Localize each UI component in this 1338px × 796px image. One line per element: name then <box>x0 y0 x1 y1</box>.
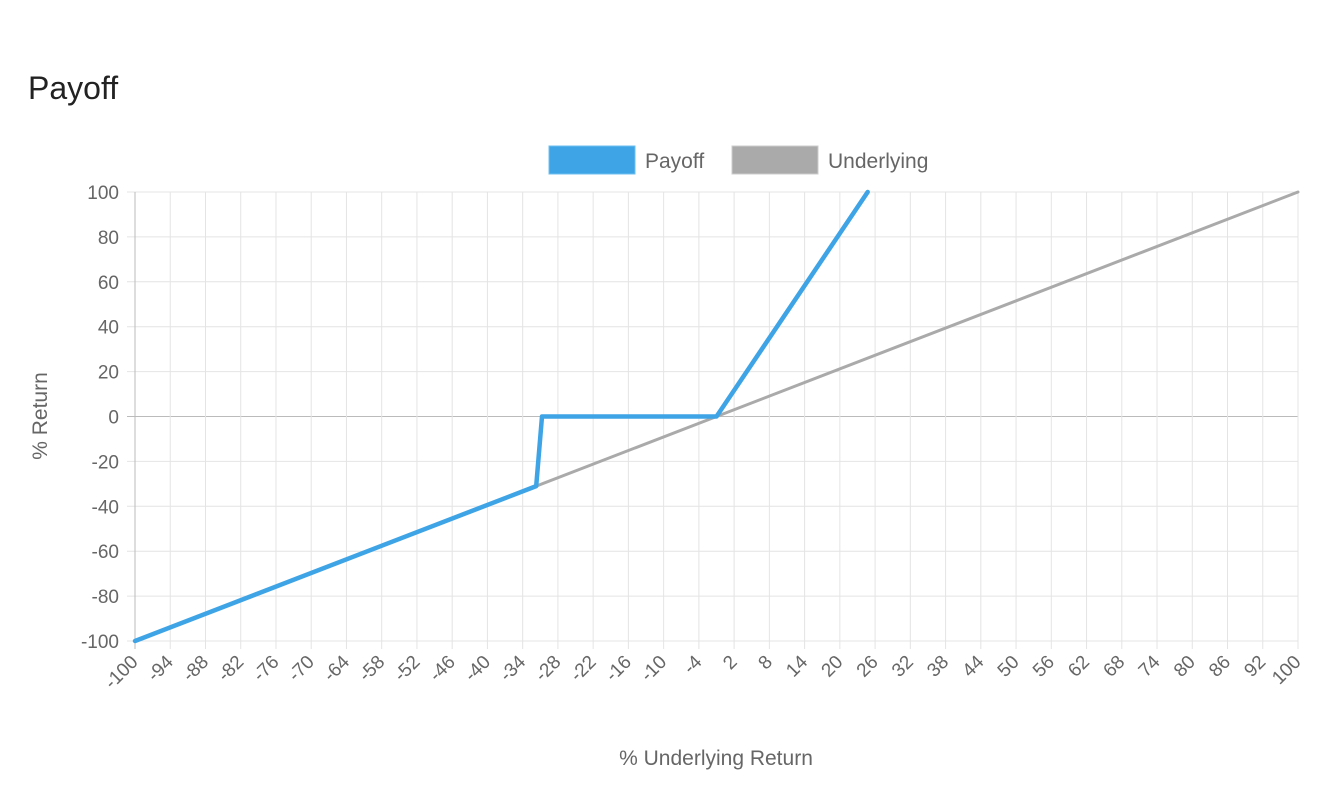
y-tick-label: -20 <box>92 452 119 473</box>
x-tick-label: -94 <box>144 651 179 686</box>
y-tick-label: 60 <box>98 273 119 294</box>
x-tick-label: -58 <box>355 652 389 686</box>
x-tick-label: 32 <box>888 652 918 682</box>
chart-series <box>132 189 1300 644</box>
x-tick-label: -16 <box>602 652 636 686</box>
x-tick-label: -10 <box>637 652 671 686</box>
payoff-chart: 100 80 60 40 20 0 -20 -40 -60 -80 -100 -100 -94 -88-… <box>0 130 1338 796</box>
y-tick-label: -80 <box>92 587 119 608</box>
x-tick-label: 62 <box>1064 652 1094 682</box>
x-tick-label: 38 <box>923 652 953 682</box>
legend-label-payoff: Payoff <box>645 150 704 173</box>
y-tick-label: 0 <box>108 408 119 429</box>
legend-swatch-payoff <box>548 145 636 175</box>
x-tick-label: 86 <box>1205 652 1235 682</box>
legend-label-underlying: Underlying <box>828 150 928 173</box>
x-tick-label: 74 <box>1135 651 1165 681</box>
x-tick-label: 26 <box>853 652 883 682</box>
chart-legend: Payoff Underlying <box>548 145 928 175</box>
x-tick-label: 56 <box>1029 652 1059 682</box>
x-tick-label: -76 <box>249 652 283 686</box>
x-tick-label: -88 <box>179 652 213 686</box>
x-tick-label: -46 <box>425 652 459 686</box>
y-tick-label: -60 <box>92 542 119 563</box>
y-axis-title: % Return <box>29 372 52 460</box>
page-title: Payoff <box>28 70 119 106</box>
y-tick-label: 100 <box>87 183 119 204</box>
x-tick-label: 80 <box>1170 652 1200 682</box>
x-tick-label: -22 <box>566 652 600 686</box>
x-tick-label: 100 <box>1268 652 1305 689</box>
x-tick-label: -40 <box>461 652 495 686</box>
x-tick-label: 8 <box>755 652 777 674</box>
x-tick-label: 92 <box>1240 652 1270 682</box>
x-axis-title: % Underlying Return <box>619 747 813 770</box>
x-tick-label: 50 <box>994 652 1024 682</box>
x-tick-label: -70 <box>284 652 318 686</box>
x-tick-label: -100 <box>101 652 143 694</box>
x-tick-label: 14 <box>782 651 812 681</box>
x-tick-label: -4 <box>680 651 707 678</box>
y-tick-label: -100 <box>81 632 119 653</box>
y-tick-label: 20 <box>98 363 119 384</box>
x-tick-label: -82 <box>214 652 248 686</box>
chart-grid <box>127 191 1299 649</box>
y-axis-ticks: 100 80 60 40 20 0 -20 -40 -60 -80 -100 <box>81 183 119 653</box>
x-axis-ticks: -100 -94 -88 -82 -76 -70 -64 -58 -52 -46 -40 -34 -28… <box>101 651 1306 693</box>
y-tick-label: -40 <box>92 497 119 518</box>
x-tick-label: -28 <box>531 652 565 686</box>
x-tick-label: -34 <box>496 651 531 686</box>
x-tick-label: 20 <box>818 652 848 682</box>
y-tick-label: 80 <box>98 228 119 249</box>
x-tick-label: -64 <box>320 651 355 686</box>
x-tick-label: 44 <box>959 651 989 681</box>
legend-swatch-underlying <box>731 145 819 175</box>
series-line-payoff <box>132 189 870 644</box>
x-tick-label: -52 <box>390 652 424 686</box>
x-tick-label: 2 <box>719 652 741 674</box>
x-tick-label: 68 <box>1100 652 1130 682</box>
y-tick-label: 40 <box>98 318 119 339</box>
